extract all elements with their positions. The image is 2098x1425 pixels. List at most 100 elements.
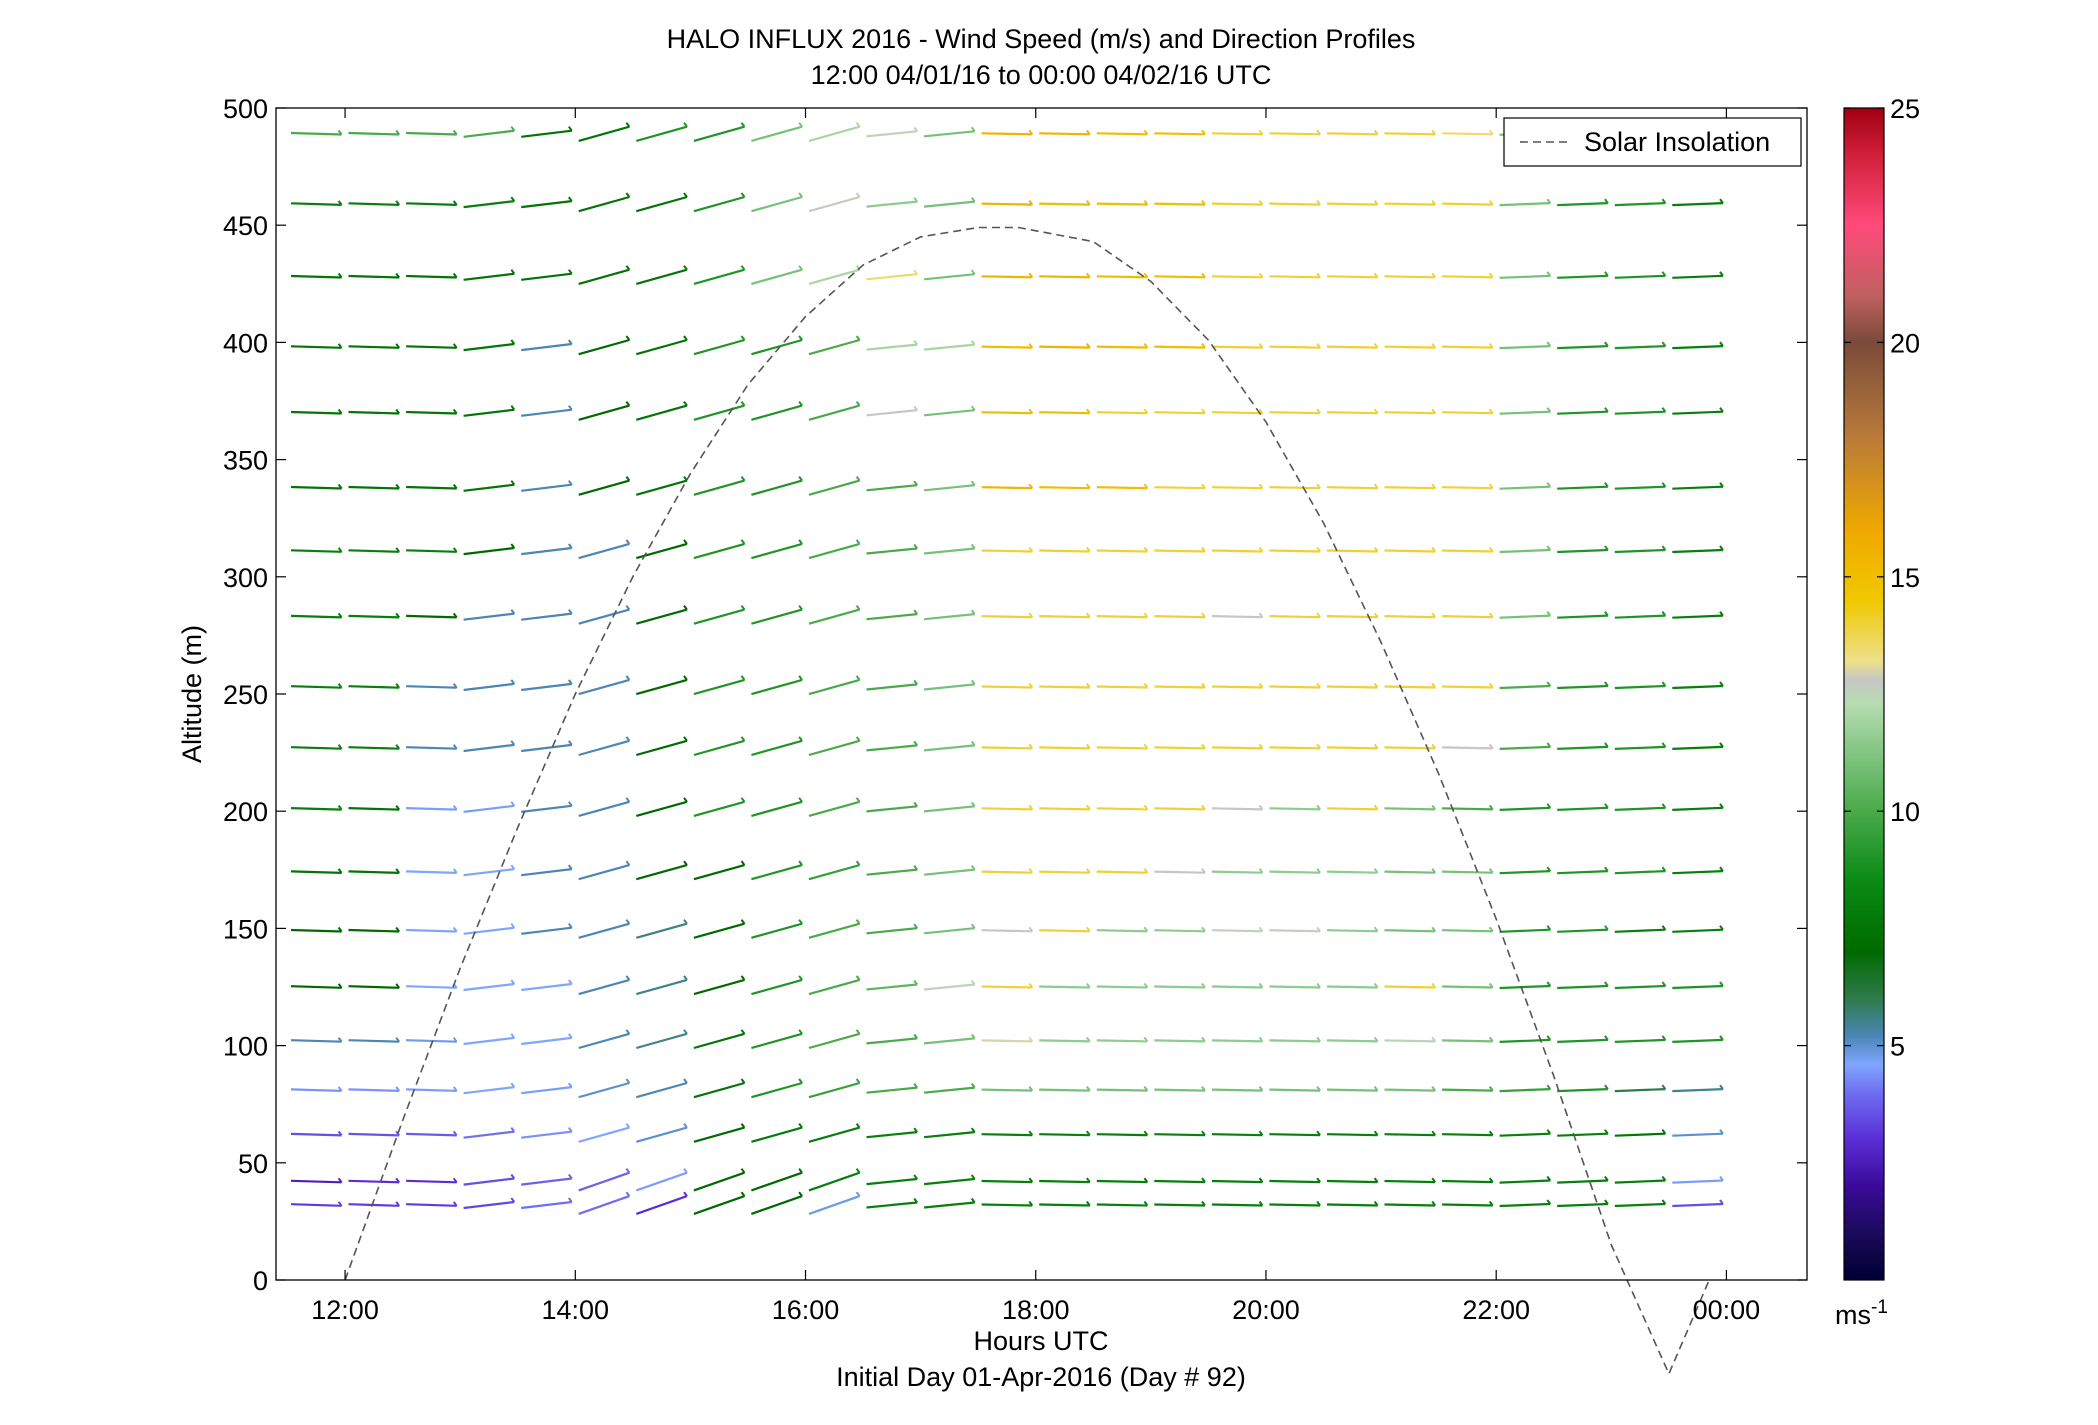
wind-barb-flag	[1604, 610, 1609, 617]
wind-barb-flag	[1546, 1129, 1552, 1135]
wind-barb-flag	[1604, 866, 1609, 872]
wind-barb-flag	[1086, 408, 1091, 414]
wind-barb	[1442, 1179, 1493, 1184]
wind-barb	[1442, 486, 1493, 490]
wind-barb-flag	[1488, 1085, 1494, 1092]
wind-barb-flag	[1604, 545, 1609, 551]
wind-barb-flag	[395, 129, 401, 136]
wind-barb	[635, 1195, 688, 1215]
wind-barb	[1557, 1038, 1608, 1043]
wind-barb	[923, 547, 975, 555]
wind-barb-flag	[395, 683, 401, 689]
wind-barb-flag	[913, 197, 919, 203]
wind-barb	[290, 485, 342, 490]
chart-title: HALO INFLUX 2016 - Wind Speed (m/s) and …	[667, 24, 1416, 54]
wind-barbs-layer	[290, 122, 1724, 1215]
wind-barb	[636, 978, 688, 996]
wind-barb	[1499, 202, 1551, 207]
wind-barb	[808, 1171, 860, 1192]
wind-barb-flag	[683, 539, 688, 545]
wind-barb	[1499, 614, 1551, 619]
wind-barb	[1096, 1039, 1148, 1043]
wind-barb	[1672, 274, 1724, 279]
wind-barb	[348, 410, 400, 415]
wind-barb-flag	[1143, 1177, 1149, 1183]
wind-barb	[1672, 1179, 1724, 1184]
wind-barb	[290, 746, 342, 750]
wind-barb	[1096, 929, 1148, 933]
wind-barb	[923, 343, 975, 351]
wind-barb	[923, 1131, 975, 1139]
wind-barb-flag	[1143, 1085, 1149, 1092]
wind-barb	[578, 404, 630, 421]
wind-barb	[1672, 202, 1724, 207]
wind-barb	[1039, 411, 1090, 415]
wind-barb-flag	[1316, 1177, 1321, 1183]
wind-barb	[1039, 746, 1090, 750]
wind-barb-flag	[510, 480, 516, 486]
wind-barb-flag	[1086, 1130, 1091, 1136]
wind-barb-flag	[740, 860, 746, 866]
wind-barb-flag	[798, 1029, 803, 1035]
x-axis-sublabel: Initial Day 01-Apr-2016 (Day # 92)	[836, 1362, 1246, 1392]
wind-barb-flag	[337, 547, 343, 553]
wind-barb	[693, 739, 745, 757]
wind-barb	[1614, 1202, 1666, 1208]
wind-barb	[1557, 1202, 1608, 1208]
wind-barb-flag	[1143, 200, 1149, 206]
wind-barb-flag	[395, 1201, 401, 1207]
wind-barb	[981, 411, 1033, 415]
wind-barb-flag	[395, 343, 401, 349]
wind-barb	[406, 549, 457, 553]
wind-barb	[693, 1171, 745, 1192]
wind-barb-flag	[1028, 926, 1034, 932]
wind-barb-flag	[798, 265, 803, 271]
wind-barb	[1211, 685, 1263, 689]
wind-barb	[1499, 1088, 1551, 1093]
wind-barb	[1672, 1202, 1724, 1208]
wind-barb	[1096, 685, 1148, 689]
wind-barb	[866, 613, 918, 621]
wind-barb-flag	[1258, 129, 1264, 135]
wind-barb-flag	[567, 801, 573, 807]
wind-barb-flag	[452, 804, 458, 811]
wind-barb	[751, 125, 803, 142]
wind-barb-flag	[1488, 546, 1494, 553]
wind-barb-flag	[510, 1197, 516, 1203]
wind-barb-flag	[1143, 926, 1149, 932]
wind-barb	[981, 345, 1033, 349]
wind-barb-flag	[395, 408, 401, 415]
wind-barb	[1154, 746, 1206, 750]
wind-barb	[578, 608, 630, 625]
wind-barb	[751, 479, 803, 496]
wind-barb-flag	[625, 192, 631, 198]
wind-barb	[1269, 1133, 1321, 1137]
wind-barb	[578, 1171, 630, 1192]
wind-barb-flag	[1373, 129, 1379, 135]
wind-barb	[1326, 275, 1378, 279]
wind-barb	[866, 1201, 918, 1209]
wind-barb-flag	[1373, 1085, 1379, 1092]
wind-barb	[1096, 807, 1148, 811]
wind-barb-flag	[452, 1037, 458, 1043]
wind-barb-flag	[913, 1033, 919, 1040]
wind-barb-flag	[1604, 1035, 1609, 1041]
wind-barb	[636, 1081, 688, 1099]
wind-barb	[866, 805, 918, 813]
wind-barb	[1039, 807, 1090, 811]
wind-barb	[1672, 684, 1724, 690]
wind-barb-flag	[337, 983, 343, 989]
wind-barb	[1154, 615, 1206, 619]
wind-barb-flag	[683, 919, 688, 925]
wind-barb-flag	[510, 979, 516, 985]
wind-barb-flag	[1258, 982, 1264, 989]
wind-barb-flag	[970, 864, 976, 871]
wind-barb	[1211, 1039, 1263, 1043]
wind-barb-flag	[567, 126, 573, 132]
y-tick-label: 150	[223, 914, 268, 944]
wind-barb	[521, 926, 572, 935]
wind-barb-flag	[740, 265, 746, 271]
wind-barb	[1557, 345, 1608, 350]
wind-barb	[1614, 548, 1666, 554]
wind-barb	[521, 1200, 572, 1210]
